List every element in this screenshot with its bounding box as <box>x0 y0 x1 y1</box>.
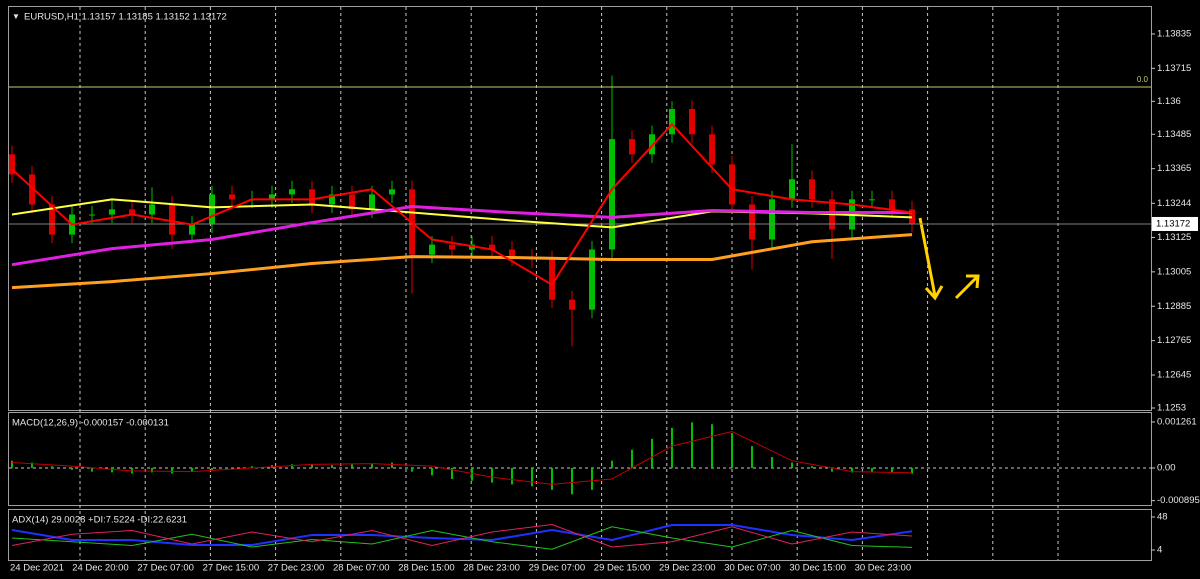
candle-body <box>309 189 315 205</box>
candle-body <box>289 189 295 195</box>
x-tick-label: 28 Dec 07:00 <box>333 563 390 574</box>
last-price-label: 1.13172 <box>1156 218 1190 229</box>
candle-body <box>509 249 515 258</box>
x-tick-label: 29 Dec 07:00 <box>529 563 586 574</box>
collapse-icon[interactable]: ▼ <box>12 12 20 21</box>
candle-body <box>549 259 555 300</box>
indicator-line <box>11 204 912 267</box>
candle-body <box>169 204 175 235</box>
candle-body <box>129 209 135 215</box>
x-tick-label: 30 Dec 15:00 <box>789 563 846 574</box>
candle-body <box>389 189 395 195</box>
y-tick-label: 1.12765 <box>1157 335 1191 346</box>
candle-body <box>629 139 635 155</box>
candle-body <box>729 164 735 205</box>
candle-body <box>569 299 575 310</box>
indicator-line <box>11 233 913 290</box>
panel-title: ADX(14) 29.0028 +DI:7.5224 -DI:22.6231 <box>12 515 187 526</box>
y-tick-label: 48 <box>1157 511 1168 522</box>
candle-body <box>889 199 895 210</box>
y-tick-label: -0.000895 <box>1157 495 1200 506</box>
x-tick-label: 28 Dec 15:00 <box>398 563 455 574</box>
y-tick-label: 1.136 <box>1157 96 1181 107</box>
y-tick-label: 4 <box>1157 545 1162 556</box>
x-tick-label: 30 Dec 07:00 <box>724 563 781 574</box>
y-tick-label: 0.00 <box>1157 463 1176 474</box>
candle-body <box>49 204 55 235</box>
candle-body <box>209 194 215 225</box>
candle-body <box>449 244 455 250</box>
y-tick-label: 1.13485 <box>1157 129 1191 140</box>
macd-panel <box>8 412 1152 506</box>
indicator-line <box>11 123 913 286</box>
candle-body <box>329 194 335 205</box>
indicator-line <box>11 198 913 229</box>
candle-body <box>869 199 875 201</box>
down-arrow <box>918 217 944 301</box>
y-tick-label: 0.001261 <box>1157 417 1197 428</box>
candle-body <box>349 194 355 210</box>
candle-body <box>429 244 435 255</box>
y-tick-label: 1.12645 <box>1157 370 1191 381</box>
candle-body <box>229 194 235 200</box>
x-tick-label: 29 Dec 15:00 <box>594 563 651 574</box>
y-tick-label: 1.13715 <box>1157 63 1191 74</box>
x-tick-label: 30 Dec 23:00 <box>855 563 912 574</box>
frame <box>8 6 1152 561</box>
candle-body <box>649 134 655 155</box>
candle-body <box>689 109 695 135</box>
adx-panel <box>8 509 1152 561</box>
candle-body <box>269 194 275 200</box>
up-arrow <box>954 274 980 300</box>
candle-body <box>809 179 815 200</box>
candle-body <box>149 204 155 215</box>
candle-body <box>709 134 715 165</box>
candle-body <box>609 139 615 250</box>
candle-body <box>669 109 675 135</box>
candle-body <box>789 179 795 200</box>
candle-body <box>489 244 495 250</box>
y-tick-label: 1.13835 <box>1157 28 1191 39</box>
panel-title: MACD(12,26,9) -0.000157 -0.000131 <box>12 418 169 429</box>
y-tick-label: 1.13005 <box>1157 266 1191 277</box>
candle-body <box>369 194 375 210</box>
candle-body <box>89 214 95 216</box>
candle-body <box>749 204 755 240</box>
panel-title: EURUSD,H1 1.13157 1.13185 1.13152 1.1317… <box>24 12 227 23</box>
x-tick-label: 24 Dec 20:00 <box>72 563 129 574</box>
indicator-line <box>11 431 913 485</box>
annotation-arrows <box>918 217 980 301</box>
x-tick-label: 27 Dec 07:00 <box>137 563 194 574</box>
candle-body <box>769 199 775 240</box>
x-tick-label: 24 Dec 2021 <box>10 563 64 574</box>
candle-body <box>29 174 35 205</box>
candle-body <box>589 249 595 310</box>
x-tick-label: 29 Dec 23:00 <box>659 563 716 574</box>
x-tick-label: 27 Dec 15:00 <box>203 563 260 574</box>
indicator-line <box>11 526 913 550</box>
fib-level-label: 0.0 <box>1137 75 1149 84</box>
y-tick-label: 1.13125 <box>1157 232 1191 243</box>
candle-body <box>9 154 15 175</box>
y-tick-label: 1.13244 <box>1157 198 1191 209</box>
y-tick-label: 1.1253 <box>1157 403 1186 414</box>
indicator-line <box>11 523 913 548</box>
x-tick-label: 28 Dec 23:00 <box>463 563 520 574</box>
x-tick-label: 27 Dec 23:00 <box>268 563 325 574</box>
candle-body <box>189 224 195 235</box>
y-tick-label: 1.13365 <box>1157 163 1191 174</box>
y-tick-label: 1.12885 <box>1157 301 1191 312</box>
price-panel <box>8 6 1152 411</box>
candle-body <box>109 209 115 215</box>
time-grid <box>79 7 1059 560</box>
last-price-box <box>1152 216 1198 231</box>
